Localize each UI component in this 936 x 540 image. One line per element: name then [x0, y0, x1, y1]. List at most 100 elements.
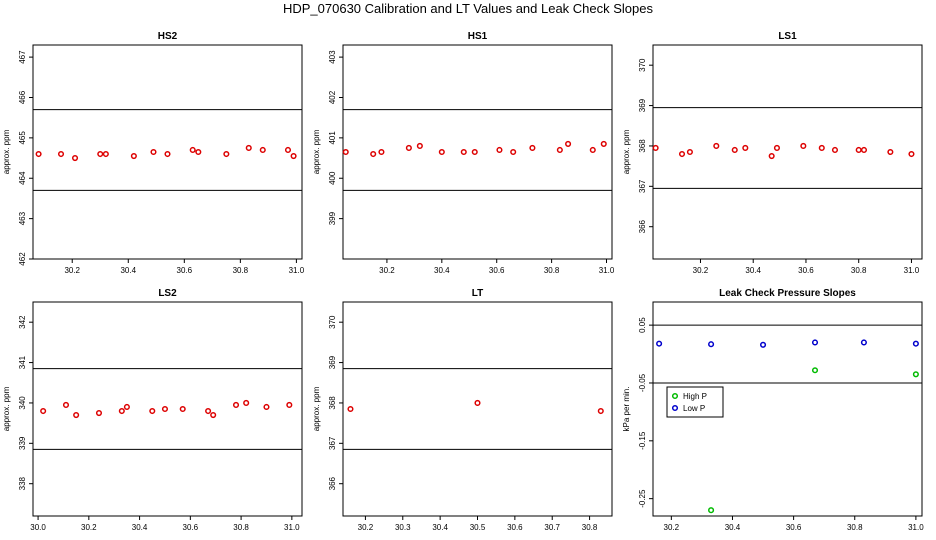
data-point	[263, 403, 270, 411]
y-tick-label: 399	[328, 211, 337, 225]
legend-label: Low P	[683, 404, 705, 413]
y-tick-label: 366	[328, 476, 337, 490]
x-tick-label: 30.6	[507, 523, 523, 532]
data-point	[759, 341, 767, 348]
data-point	[405, 144, 412, 152]
data-point	[189, 146, 196, 154]
data-point	[284, 146, 292, 154]
data-point	[290, 152, 297, 160]
data-point	[908, 150, 915, 158]
y-tick-label: 367	[638, 179, 647, 193]
data-point	[556, 146, 563, 154]
panel-title: Leak Check Pressure Slopes	[719, 288, 856, 299]
panel-title: HS1	[468, 31, 488, 42]
x-tick-label: 30.0	[30, 523, 46, 532]
data-point	[161, 405, 169, 413]
y-tick-label: 370	[638, 58, 647, 72]
data-point	[686, 148, 693, 156]
data-point	[678, 150, 686, 158]
data-point	[831, 146, 839, 154]
x-tick-label: 30.2	[64, 266, 80, 275]
x-tick-label: 31.0	[908, 523, 924, 532]
y-tick-label: 402	[328, 90, 337, 104]
x-tick-label: 30.4	[745, 266, 761, 275]
data-point	[342, 148, 349, 156]
y-axis-label: approx. ppm	[2, 386, 11, 431]
data-point	[35, 150, 42, 158]
x-tick-label: 30.6	[177, 266, 193, 275]
data-point	[210, 412, 217, 419]
data-point	[243, 399, 250, 406]
y-axis-label: approx. ppm	[622, 129, 631, 174]
data-point	[731, 146, 738, 154]
data-point	[912, 340, 919, 347]
data-point	[164, 150, 171, 158]
plot-frame	[32, 301, 303, 517]
panel-title: HS2	[158, 31, 178, 42]
y-tick-label: 338	[18, 476, 27, 490]
plot-frame	[342, 301, 613, 517]
data-point	[130, 152, 137, 160]
data-point	[40, 407, 47, 415]
y-tick-label: -0.05	[638, 373, 647, 392]
x-tick-label: 30.8	[847, 523, 863, 532]
x-tick-label: 31.0	[599, 266, 615, 275]
data-point	[708, 341, 715, 348]
data-point	[768, 152, 775, 160]
data-point	[510, 148, 517, 156]
data-point	[496, 146, 503, 154]
data-point	[378, 148, 385, 156]
y-tick-label: 369	[328, 355, 337, 369]
data-point	[811, 339, 819, 346]
data-point	[205, 407, 212, 415]
plot-frame	[32, 44, 303, 260]
y-axis-label: approx. ppm	[312, 386, 321, 431]
y-tick-label: 462	[18, 252, 27, 266]
y-tick-label: 403	[328, 50, 337, 64]
data-point	[656, 340, 663, 347]
x-tick-label: 30.6	[489, 266, 505, 275]
data-point	[347, 405, 354, 413]
data-point	[887, 148, 894, 156]
data-point	[438, 148, 445, 156]
legend-label: High P	[683, 392, 707, 401]
figure-title: HDP_070630 Calibration and LT Values and…	[282, 1, 654, 16]
x-tick-label: 30.2	[358, 523, 374, 532]
panel-leak: Leak Check Pressure Slopes kPa per min. 30…	[622, 288, 924, 532]
data-point	[529, 144, 536, 152]
data-point	[118, 407, 125, 415]
data-point	[149, 407, 156, 415]
y-tick-label: 339	[18, 436, 27, 450]
data-point	[597, 407, 604, 415]
data-point	[370, 150, 377, 158]
data-point	[71, 155, 79, 162]
y-axis-label: approx. ppm	[2, 129, 11, 174]
y-tick-label: 342	[18, 315, 27, 329]
y-tick-label: 368	[328, 396, 337, 410]
y-tick-label: 370	[328, 315, 337, 329]
x-tick-label: 30.8	[582, 523, 598, 532]
data-point	[95, 409, 103, 417]
data-point	[150, 148, 157, 156]
y-tick-label: 367	[328, 436, 337, 450]
panel-hs2: HS2 approx. ppm 30.2 30.4 30.6 30.8 31.0 462 463…	[2, 31, 305, 275]
panel-title: LS1	[778, 31, 797, 42]
plot-frame	[652, 301, 923, 517]
y-axis-label: kPa per min.	[622, 387, 631, 432]
x-tick-label: 30.8	[233, 266, 249, 275]
data-point	[708, 507, 715, 514]
x-tick-label: 30.8	[851, 266, 867, 275]
panel-lt: LT approx. ppm 30.2 30.3 30.4 30.5 30.6 30.7 30.…	[312, 288, 613, 532]
y-tick-label: -0.25	[638, 489, 647, 508]
x-tick-label: 30.2	[664, 523, 680, 532]
data-point	[742, 144, 749, 152]
x-tick-label: 31.0	[289, 266, 305, 275]
legend-box	[666, 386, 724, 418]
y-tick-label: 465	[18, 131, 27, 145]
data-point	[286, 401, 293, 409]
panel-hs1: HS1 approx. ppm 30.2 30.4 30.6 30.8 31.0 399 400…	[312, 31, 615, 275]
data-point	[73, 412, 80, 419]
x-tick-label: 30.4	[434, 266, 450, 275]
panel-ls2: LS2 approx. ppm 30.0 30.2 30.4 30.6 30.8 31.0 33…	[2, 288, 303, 532]
